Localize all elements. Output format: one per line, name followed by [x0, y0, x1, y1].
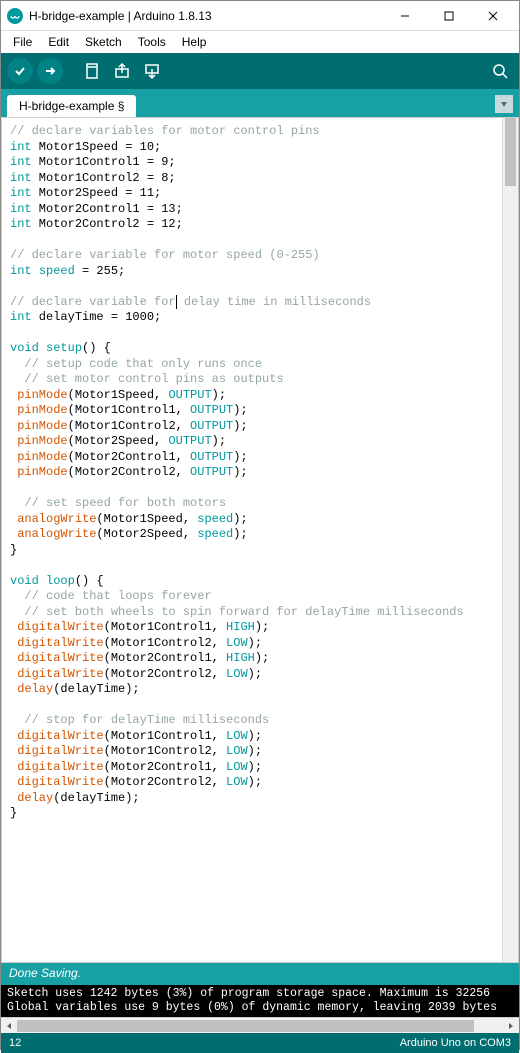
- verify-button[interactable]: [7, 58, 33, 84]
- code-editor[interactable]: // declare variables for motor control p…: [2, 118, 518, 962]
- board-port-label: Arduino Uno on COM3: [400, 1037, 511, 1049]
- close-button[interactable]: [471, 1, 515, 31]
- status-bar: Done Saving.: [1, 963, 519, 985]
- menu-help[interactable]: Help: [174, 33, 215, 51]
- horizontal-scrollbar[interactable]: [1, 1017, 519, 1033]
- toolbar: [1, 53, 519, 89]
- save-button[interactable]: [139, 58, 165, 84]
- scroll-right-arrow[interactable]: [503, 1018, 519, 1034]
- menu-edit[interactable]: Edit: [40, 33, 77, 51]
- console-line-2: Global variables use 9 bytes (0%) of dyn…: [7, 1001, 497, 1014]
- titlebar: H-bridge-example | Arduino 1.8.13: [1, 1, 519, 31]
- tab-menu-dropdown[interactable]: [495, 95, 513, 113]
- horizontal-scrollbar-thumb[interactable]: [17, 1020, 474, 1032]
- minimize-button[interactable]: [383, 1, 427, 31]
- vertical-scrollbar[interactable]: [502, 118, 518, 962]
- menu-sketch[interactable]: Sketch: [77, 33, 130, 51]
- maximize-button[interactable]: [427, 1, 471, 31]
- line-number: 12: [9, 1037, 21, 1049]
- menubar: File Edit Sketch Tools Help: [1, 31, 519, 53]
- compiler-console: Sketch uses 1242 bytes (3%) of program s…: [1, 985, 519, 1017]
- serial-monitor-button[interactable]: [487, 58, 513, 84]
- window-title: H-bridge-example | Arduino 1.8.13: [29, 9, 383, 23]
- arduino-app-icon: [7, 8, 23, 24]
- status-text: Done Saving.: [9, 966, 81, 980]
- menu-file[interactable]: File: [5, 33, 40, 51]
- vertical-scrollbar-thumb[interactable]: [505, 118, 516, 186]
- tabbar: H-bridge-example §: [1, 89, 519, 117]
- scroll-left-arrow[interactable]: [1, 1018, 17, 1034]
- editor-area: // declare variables for motor control p…: [1, 117, 519, 963]
- tab-sketch[interactable]: H-bridge-example §: [7, 95, 136, 117]
- open-button[interactable]: [109, 58, 135, 84]
- console-line-1: Sketch uses 1242 bytes (3%) of program s…: [7, 987, 497, 1000]
- new-button[interactable]: [79, 58, 105, 84]
- menu-tools[interactable]: Tools: [130, 33, 174, 51]
- footer-bar: 12 Arduino Uno on COM3: [1, 1033, 519, 1053]
- upload-button[interactable]: [37, 58, 63, 84]
- horizontal-scroll-track[interactable]: [17, 1019, 503, 1033]
